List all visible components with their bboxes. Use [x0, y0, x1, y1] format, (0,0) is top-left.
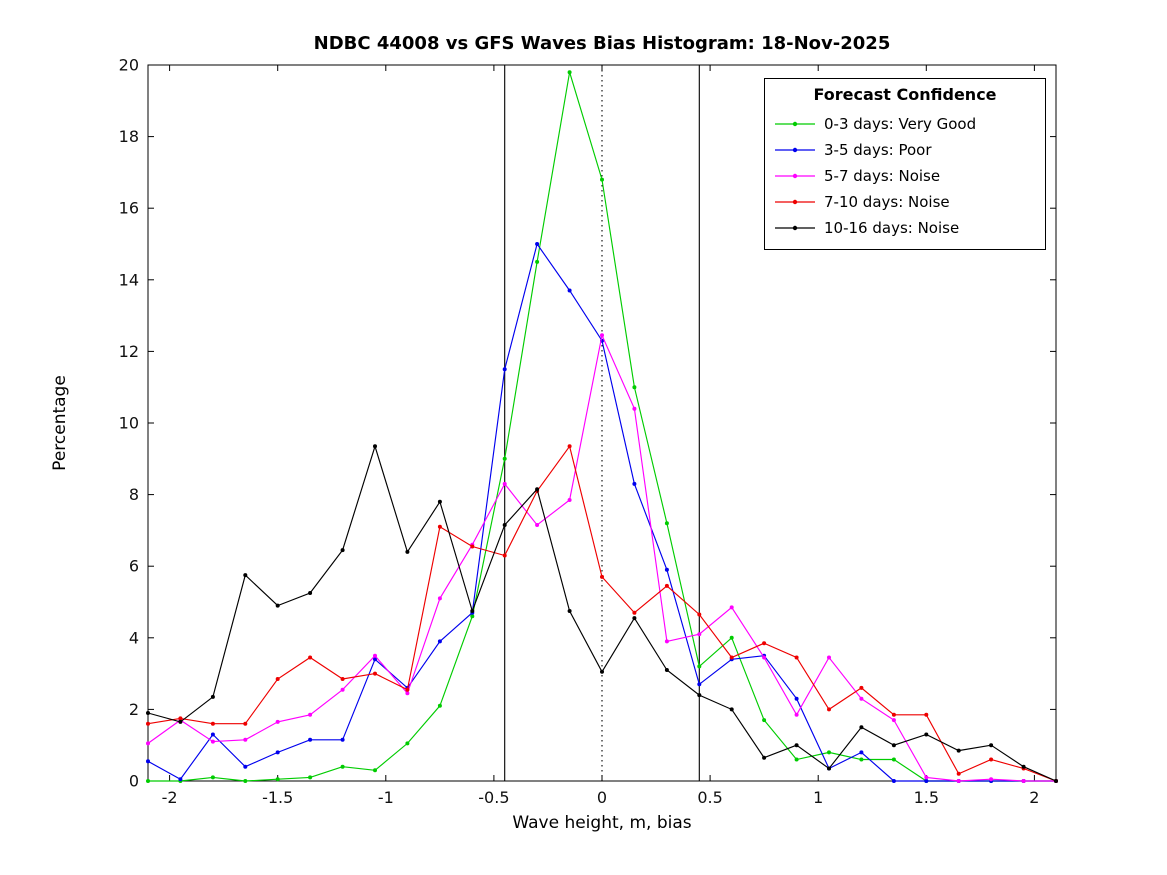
legend-entry-label: 0-3 days: Very Good	[824, 115, 977, 133]
legend-entry: 10-16 days: Noise	[775, 215, 1035, 241]
x-axis-label: Wave height, m, bias	[512, 813, 692, 833]
legend-line-sample	[775, 147, 815, 153]
svg-text:18: 18	[119, 127, 139, 146]
svg-text:2: 2	[1029, 788, 1039, 807]
svg-text:0: 0	[129, 772, 139, 791]
svg-text:0: 0	[597, 788, 607, 807]
svg-text:-0.5: -0.5	[478, 788, 509, 807]
legend-entry-label: 10-16 days: Noise	[824, 219, 960, 237]
legend-entry: 5-7 days: Noise	[775, 163, 1035, 189]
svg-text:8: 8	[129, 485, 139, 504]
chart-title: NDBC 44008 vs GFS Waves Bias Histogram: …	[313, 33, 891, 54]
svg-text:20: 20	[119, 56, 139, 75]
svg-text:1.5: 1.5	[914, 788, 939, 807]
legend-entry: 0-3 days: Very Good	[775, 111, 1035, 137]
legend-title: Forecast Confidence	[813, 85, 997, 104]
svg-text:2: 2	[129, 700, 139, 719]
legend-entry: 3-5 days: Poor	[775, 137, 1035, 163]
legend: Forecast Confidence 0-3 days: Very Good …	[764, 78, 1046, 250]
svg-text:16: 16	[119, 199, 139, 218]
svg-text:-1.5: -1.5	[262, 788, 293, 807]
svg-text:14: 14	[119, 270, 139, 289]
svg-text:-2: -2	[162, 788, 178, 807]
legend-line-sample	[775, 199, 815, 205]
legend-line-sample	[775, 173, 815, 179]
svg-text:4: 4	[129, 628, 139, 647]
legend-entry-label: 3-5 days: Poor	[824, 141, 932, 159]
svg-text:6: 6	[129, 557, 139, 576]
legend-line-sample	[775, 121, 815, 127]
svg-text:-1: -1	[378, 788, 394, 807]
legend-entry: 7-10 days: Noise	[775, 189, 1035, 215]
legend-entry-label: 5-7 days: Noise	[824, 167, 941, 185]
svg-text:1: 1	[813, 788, 823, 807]
legend-line-sample	[775, 225, 815, 231]
svg-text:12: 12	[119, 342, 139, 361]
legend-entry-label: 7-10 days: Noise	[824, 193, 950, 211]
svg-text:10: 10	[119, 414, 139, 433]
svg-text:0.5: 0.5	[697, 788, 722, 807]
